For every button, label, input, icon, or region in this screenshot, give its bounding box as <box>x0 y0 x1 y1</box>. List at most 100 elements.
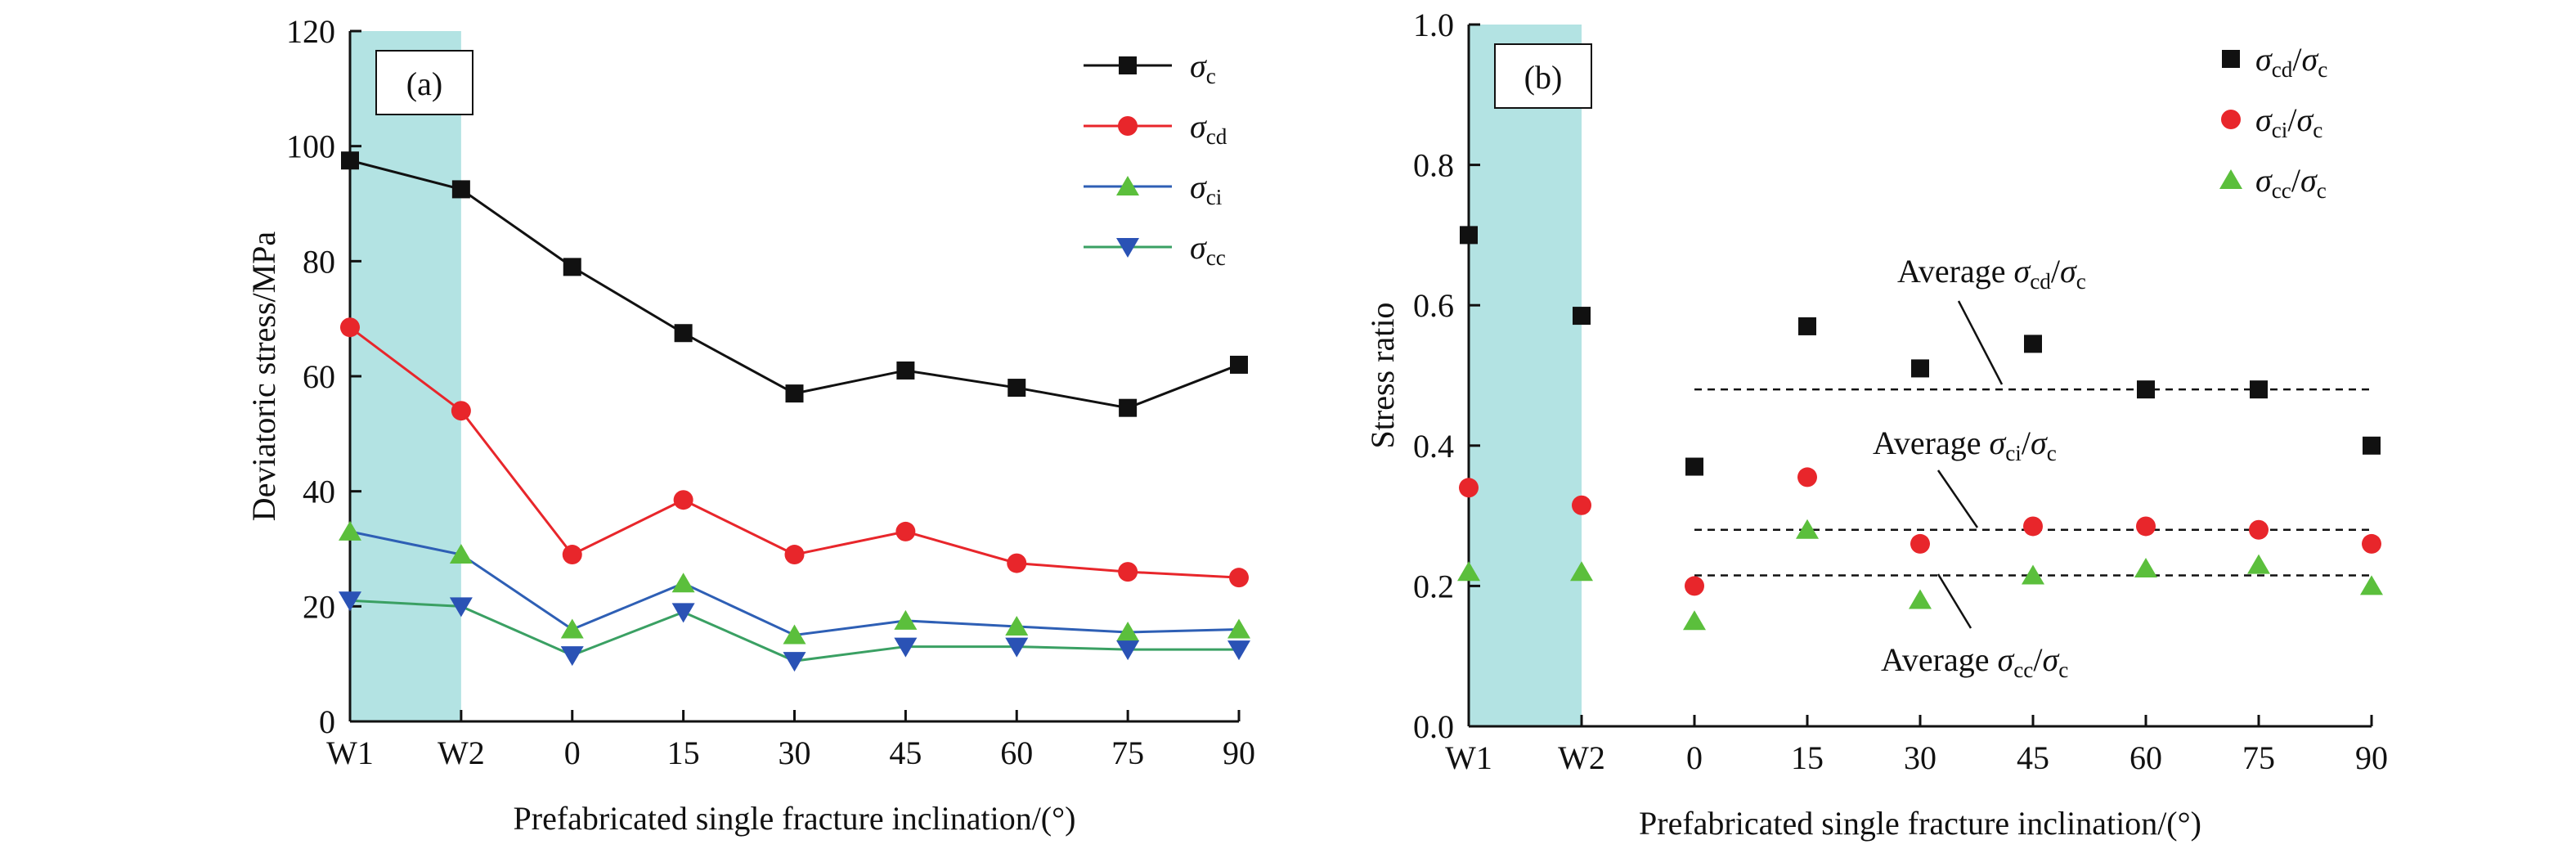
legend-label: σci​/σc​ <box>2255 101 2322 142</box>
label-part: c <box>2076 269 2086 294</box>
data-point-cc <box>671 603 695 623</box>
panel-label: (b) <box>1524 59 1563 96</box>
data-point-c <box>785 384 804 403</box>
data-point-cd <box>451 401 471 421</box>
x-tick-label: 90 <box>1223 734 1255 771</box>
label-part: Average <box>1881 641 1998 678</box>
x-tick-label: 45 <box>2017 739 2049 776</box>
data-point-ci <box>449 544 473 564</box>
data-point-c <box>1008 379 1026 398</box>
data-point-cd <box>784 545 805 565</box>
label-part: Average <box>1873 424 1990 461</box>
y-tick-label: 60 <box>303 358 335 395</box>
label-part: c <box>2047 441 2057 465</box>
data-point-cc <box>894 637 918 658</box>
label-part: / <box>2292 41 2302 78</box>
data-point-series-2 <box>1457 561 1480 582</box>
label-part: cd <box>2272 57 2293 82</box>
data-point-cc <box>1005 637 1029 658</box>
label-part: c <box>2058 658 2068 682</box>
y-tick-label: 0.4 <box>1413 428 1454 465</box>
data-point-series-1 <box>2136 516 2156 537</box>
legend-marker <box>1116 238 1139 258</box>
data-point-ci <box>339 520 361 541</box>
label-part: σ <box>2255 41 2273 78</box>
data-point-ci <box>783 624 806 645</box>
label-part: σ <box>1190 168 1207 205</box>
legend-label: σc <box>1190 47 1216 88</box>
label-part: c <box>2317 178 2327 203</box>
y-tick-label: 80 <box>303 243 335 280</box>
x-axis-label: Prefabricated single fracture inclinatio… <box>514 800 1076 837</box>
label-part: σ <box>1190 47 1207 84</box>
panel-b-chart: 0.0 0.2 0.4 0.6 0.8 1.0 W1 W2 0 15 30 45 60 75 90 Prefa… <box>1364 7 2388 842</box>
data-point-series-2 <box>2022 564 2044 585</box>
data-point-ci <box>560 618 584 639</box>
x-tick-label: 75 <box>1111 734 1144 771</box>
x-tick-label: 15 <box>667 734 700 771</box>
label-part: σ <box>2014 253 2031 290</box>
data-point-c <box>674 324 693 343</box>
label-part: c <box>1206 64 1216 88</box>
label-part: / <box>2287 101 2297 138</box>
data-point-ci <box>1227 618 1250 639</box>
y-tick-label: 120 <box>286 13 335 50</box>
data-point-series-2 <box>2134 557 2157 577</box>
shaded-region <box>350 31 461 721</box>
y-tick-label: 20 <box>303 588 335 625</box>
data-point-cc <box>449 597 473 618</box>
average-annotation: Average σcd​/σc​ <box>1897 253 2086 294</box>
x-tick-label: 30 <box>779 734 811 771</box>
y-axis-label: Deviatoric stress/MPa <box>245 231 282 522</box>
data-point-series-0 <box>1685 457 1703 476</box>
data-point-ci <box>671 573 695 593</box>
data-point-cc <box>1227 640 1250 661</box>
label-part: c <box>2318 57 2327 82</box>
data-point-cd <box>895 521 916 541</box>
legend-label: σcc <box>1190 229 1226 270</box>
x-tick-label: 0 <box>1686 739 1703 776</box>
x-tick-label: 60 <box>2129 739 2162 776</box>
data-point-series-1 <box>1797 467 1817 487</box>
label-part: σ <box>2060 253 2077 290</box>
label-part: ci <box>1206 185 1223 209</box>
series-line-cd <box>349 326 1240 579</box>
x-tick-label: 75 <box>2242 739 2275 776</box>
legend-label: σcc​/σc​ <box>2255 162 2327 203</box>
data-point-c <box>1230 355 1248 374</box>
panel-label-box <box>1494 43 1592 109</box>
data-point-series-1 <box>1685 576 1704 596</box>
label-part: cd <box>1206 124 1227 149</box>
label-part: σ <box>2296 101 2313 138</box>
y-tick-label: 100 <box>286 128 335 165</box>
data-point-series-1 <box>1572 495 1591 515</box>
panel-label: (a) <box>406 65 442 102</box>
data-point-series-2 <box>1796 519 1819 539</box>
label-part: σ <box>2300 162 2318 199</box>
label-part: σ <box>2302 41 2319 78</box>
label-part: / <box>2291 162 2301 199</box>
y-tick-label: 40 <box>303 474 335 510</box>
data-point-cd <box>673 490 693 510</box>
data-point-series-1 <box>2362 533 2381 554</box>
label-part: σ <box>1190 229 1207 266</box>
data-point-series-2 <box>1909 589 1932 609</box>
label-part: c <box>2313 118 2322 142</box>
legend-marker <box>2222 50 2240 68</box>
data-point-ci <box>894 609 918 630</box>
x-axis-label: Prefabricated single fracture inclinatio… <box>1639 805 2201 842</box>
label-part: ci <box>2272 118 2288 142</box>
data-point-cc <box>783 652 806 672</box>
data-point-c <box>1119 398 1138 417</box>
x-tick-label: W2 <box>438 734 485 771</box>
label-part: / <box>2022 424 2031 461</box>
x-tick-label: W1 <box>1445 739 1492 776</box>
label-part: σ <box>1990 424 2007 461</box>
legend-marker <box>1118 116 1138 136</box>
label-part: cc <box>2272 178 2291 203</box>
y-tick-label: 0.0 <box>1413 708 1454 745</box>
legend-marker <box>2221 110 2241 129</box>
legend-marker <box>1116 176 1139 195</box>
data-point-series-0 <box>2137 380 2155 399</box>
